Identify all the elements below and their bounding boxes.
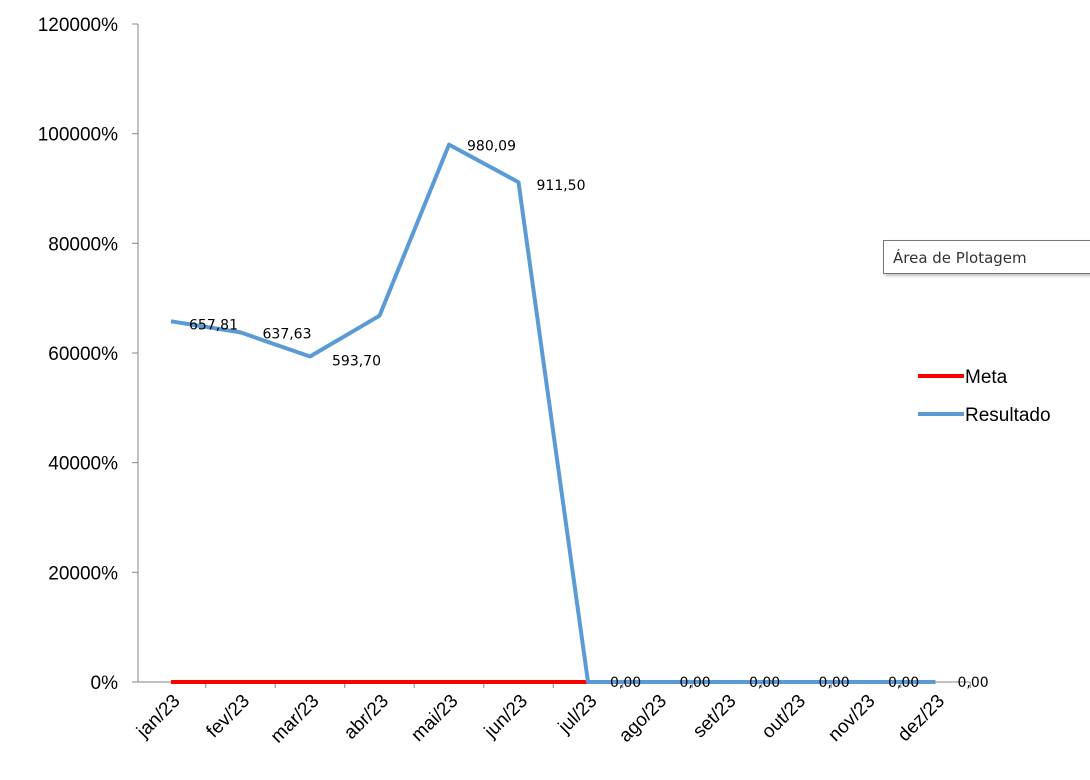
chart-legend[interactable]: Meta Resultado	[918, 367, 1051, 426]
y-tick-label: 20000%	[48, 563, 118, 584]
data-label: 0,00	[680, 675, 711, 691]
data-label: 911,50	[537, 178, 586, 194]
chart-series	[170, 142, 936, 684]
data-label: 0,00	[610, 675, 641, 691]
x-tick-label: set/23	[689, 691, 740, 742]
data-label: 0,00	[749, 675, 780, 691]
tooltip-text: Área de Plotagem	[893, 249, 1027, 267]
plot-area-tooltip: Área de Plotagem	[883, 240, 1090, 274]
y-tick-label: 40000%	[48, 454, 118, 475]
x-tick-label: jan/23	[132, 691, 184, 743]
x-tick-label: abr/23	[340, 691, 393, 744]
x-tick-label: jul/23	[554, 691, 602, 739]
data-label: 0,00	[819, 675, 850, 691]
y-tick-label: 60000%	[48, 344, 118, 365]
x-tick-label: ago/23	[615, 691, 671, 747]
x-tick-label: dez/23	[894, 691, 949, 746]
series-line-resultado	[170, 142, 936, 684]
data-label: 0,00	[958, 675, 989, 691]
y-tick-label: 0%	[91, 673, 119, 694]
x-tick-label: mai/23	[407, 691, 462, 746]
data-label: 980,09	[467, 139, 516, 155]
chart-data-labels: 657,81 637,63 593,70 980,09 911,50 0,00 0,00 0,…	[189, 139, 989, 691]
x-tick-label: fev/23	[203, 691, 254, 742]
x-tick-label: mar/23	[267, 691, 324, 748]
y-tick-label: 80000%	[48, 234, 118, 255]
x-tick-label: jun/23	[480, 691, 532, 743]
x-tick-label: out/23	[758, 691, 810, 743]
y-tick-label: 100000%	[38, 125, 118, 146]
data-label: 0,00	[888, 675, 919, 691]
legend-label-resultado: Resultado	[965, 405, 1051, 426]
data-label: 593,70	[332, 353, 381, 369]
data-label: 657,81	[189, 317, 238, 333]
chart-axes: 0% 20000% 40000% 60000% 80000% 100000% 120000%…	[38, 15, 971, 747]
legend-label-meta: Meta	[965, 367, 1008, 388]
y-tick-label: 120000%	[38, 15, 118, 36]
data-label: 637,63	[263, 326, 312, 342]
x-tick-label: nov/23	[824, 691, 879, 746]
